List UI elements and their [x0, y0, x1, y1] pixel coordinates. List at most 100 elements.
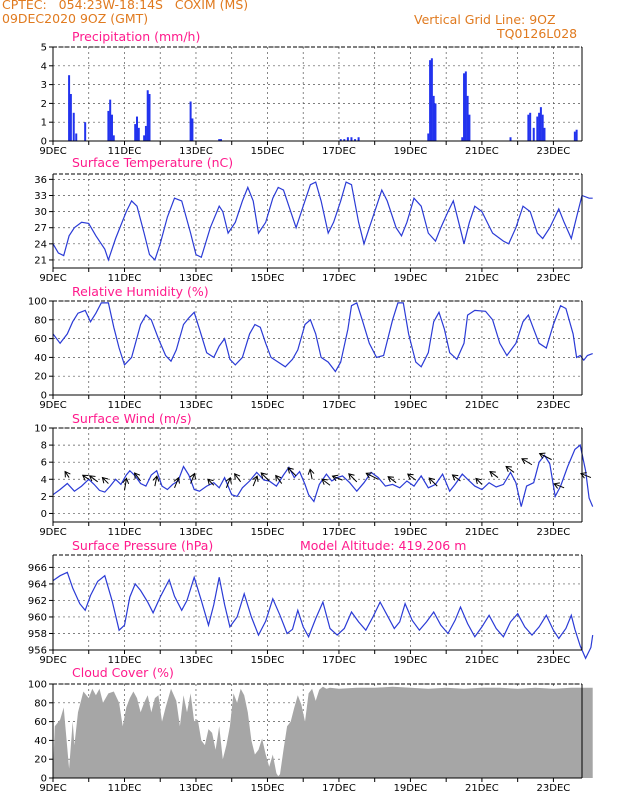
wind-xtick-label: 9DEC — [39, 527, 66, 538]
precip-bar — [135, 116, 138, 141]
wind-vector-arrow — [88, 475, 98, 483]
temperature-ytick-label: 30 — [34, 207, 47, 218]
wind-panel: Surface Wind (m/s) 0 2 4 6 8 10 9DEC 11DEC 13DEC 1… — [34, 411, 594, 538]
precip-bar — [75, 133, 78, 141]
humidity-ytick-label: 40 — [34, 353, 47, 364]
temperature-series-line — [52, 181, 593, 262]
precip-xtick-label: 21DEC — [465, 146, 499, 157]
wind-vector-arrow — [207, 478, 215, 486]
pressure-ytick-label: 964 — [28, 579, 47, 590]
temperature-panel: Surface Temperature (nC) 21 24 27 30 33 36 9DEC… — [34, 155, 593, 284]
wind-vector-arrow — [387, 476, 397, 484]
precip-bar — [461, 137, 464, 141]
pressure-xtick-label: 21DEC — [465, 655, 499, 666]
wind-series-line — [52, 444, 594, 507]
wind-vector-arrow — [505, 465, 515, 473]
wind-vector-arrow — [101, 476, 109, 484]
humidity-ytick-label: 0 — [41, 391, 47, 402]
wind-xtick-label: 13DEC — [179, 527, 213, 538]
precip-bar — [144, 125, 147, 141]
header-vertical-grid-note: Vertical Grid Line: 9OZ — [414, 12, 556, 27]
temperature-xtick-label: 21DEC — [465, 273, 499, 284]
precip-bar — [527, 114, 530, 141]
temperature-xtick-label: 9DEC — [39, 273, 66, 284]
precip-bar — [468, 114, 471, 141]
wind-xtick-label: 15DEC — [251, 527, 285, 538]
temperature-ytick-label: 36 — [34, 175, 47, 186]
pressure-xtick-label: 11DEC — [108, 655, 142, 666]
precip-bar — [529, 112, 532, 141]
cloud-ytick-label: 100 — [28, 680, 47, 691]
precip-bar — [539, 107, 542, 141]
precip-ytick-label: 0 — [41, 137, 47, 148]
humidity-panel: Relative Humidity (%) 0 20 40 60 80 100 9DEC 11D… — [28, 284, 593, 411]
header-model-code: TQ0126L028 — [497, 26, 578, 41]
temperature-ytick-label: 33 — [34, 191, 47, 202]
wind-vector-arrow — [275, 474, 283, 484]
humidity-ytick-label: 80 — [34, 315, 47, 326]
pressure-xtick-label: 9DEC — [39, 655, 66, 666]
cloud-title: Cloud Cover (%) — [72, 665, 174, 680]
pressure-xtick-label: 19DEC — [394, 655, 428, 666]
precip-bar — [84, 122, 87, 141]
cloud-ytick-label: 60 — [34, 717, 47, 728]
pressure-series-line — [52, 571, 594, 660]
precip-bar — [68, 75, 71, 141]
wind-vector-arrow — [287, 467, 297, 477]
cloud-panel: Cloud Cover (%) 0 20 40 60 80 100 9DEC 11DEC 13DE… — [28, 665, 593, 794]
wind-ytick-label: 0 — [41, 509, 47, 520]
precip-bar — [463, 73, 466, 141]
precip-bar — [109, 99, 112, 141]
wind-vector-arrow — [489, 470, 499, 478]
precip-xtick-label: 17DEC — [322, 146, 356, 157]
wind-xtick-label: 23DEC — [537, 527, 571, 538]
precip-bar — [357, 137, 360, 141]
temperature-xtick-label: 17DEC — [322, 273, 356, 284]
pressure-xtick-label: 23DEC — [537, 655, 571, 666]
precip-bar — [343, 139, 346, 141]
precip-bar — [110, 114, 113, 141]
temperature-ytick-label: 21 — [34, 255, 47, 266]
pressure-xtick-label: 17DEC — [322, 655, 356, 666]
precip-bar — [509, 137, 512, 141]
wind-vector-arrow — [321, 478, 331, 486]
cloud-xtick-label: 9DEC — [39, 783, 66, 794]
precip-bar — [148, 94, 151, 141]
temperature-xtick-label: 15DEC — [251, 273, 285, 284]
wind-vector-arrow — [234, 473, 242, 483]
precip-bar — [146, 90, 149, 141]
humidity-xtick-label: 11DEC — [108, 400, 142, 411]
humidity-xtick-label: 23DEC — [537, 400, 571, 411]
precip-bar — [541, 114, 544, 141]
cloud-ytick-label: 20 — [34, 755, 47, 766]
wind-vector-arrow — [451, 474, 461, 482]
temperature-xtick-label: 11DEC — [108, 273, 142, 284]
temperature-title: Surface Temperature (nC) — [72, 155, 233, 170]
precip-bar — [430, 58, 433, 141]
humidity-xtick-label: 19DEC — [394, 400, 428, 411]
pressure-panel: Surface Pressure (hPa) Model Altitude: 41… — [28, 538, 594, 666]
cloud-xtick-label: 23DEC — [537, 783, 571, 794]
wind-vector-arrow — [538, 452, 552, 461]
precip-bar — [427, 133, 430, 141]
precip-xtick-label: 23DEC — [537, 146, 571, 157]
precip-bar — [218, 139, 221, 141]
precip-bar — [143, 135, 146, 141]
pressure-title: Surface Pressure (hPa) — [72, 538, 213, 553]
humidity-xtick-label: 17DEC — [322, 400, 356, 411]
precip-ytick-label: 4 — [41, 61, 47, 72]
pressure-ytick-label: 958 — [28, 629, 47, 640]
pressure-subtitle: Model Altitude: 419.206 m — [300, 538, 466, 553]
wind-vector-arrow — [331, 474, 343, 482]
precip-title: Precipitation (mm/h) — [72, 29, 200, 44]
wind-ytick-label: 10 — [34, 424, 47, 435]
temperature-xtick-label: 13DEC — [179, 273, 213, 284]
precip-ytick-label: 1 — [41, 118, 47, 129]
wind-vector-arrow — [81, 474, 90, 481]
precip-bar — [346, 137, 349, 141]
precip-ytick-label: 3 — [41, 80, 47, 91]
precip-bar — [219, 139, 222, 141]
temperature-ytick-label: 24 — [34, 239, 47, 250]
precip-bar — [536, 116, 539, 141]
